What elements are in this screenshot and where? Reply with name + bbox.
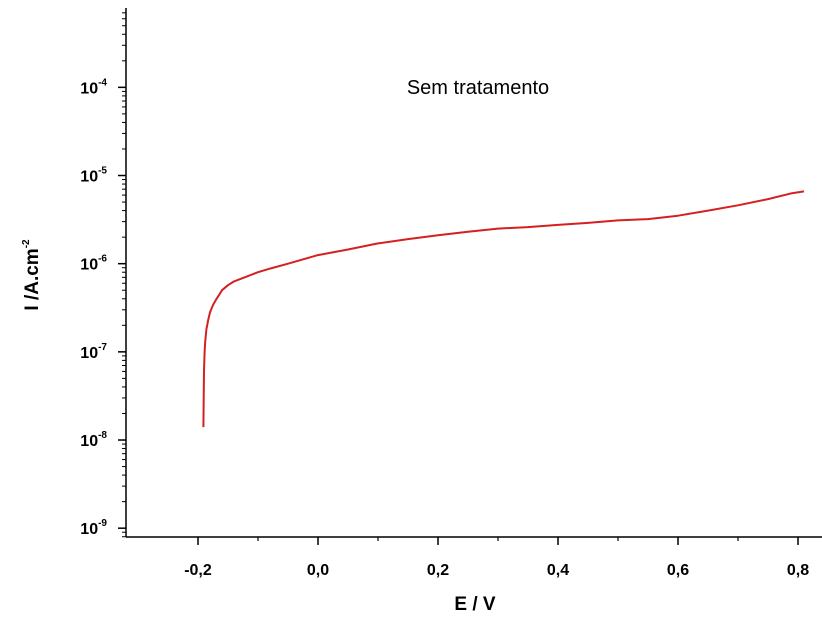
x-tick-label: 0,2: [427, 562, 449, 579]
y-tick-label: 10-9: [80, 518, 107, 538]
y-tick-label: 10-8: [80, 430, 107, 450]
y-tick-base: 10: [80, 80, 98, 97]
annotation-label: Sem tratamento: [407, 77, 549, 99]
y-axis-title-exp: -2: [21, 239, 32, 248]
y-axis-title: I /A.cm-2: [21, 239, 43, 311]
y-tick-base: 10: [80, 345, 98, 362]
y-tick-label: 10-5: [80, 166, 107, 186]
x-axis-title: E / V: [454, 594, 496, 615]
x-tick-label: 0,4: [547, 562, 569, 579]
y-tick-exp: -8: [98, 430, 107, 441]
y-tick-label: 10-6: [80, 254, 107, 274]
y-tick-label: 10-4: [80, 77, 107, 97]
y-tick-base: 10: [80, 169, 98, 186]
x-ticks: -0,2 0,0 0,2 0,4 0,6 0,8: [184, 537, 809, 579]
x-tick-label: 0,6: [667, 562, 689, 579]
y-ticks: 10-910-810-710-610-510-4: [80, 12, 126, 538]
y-axis-title-base: I /A.cm: [22, 248, 43, 310]
y-tick-exp: -6: [98, 254, 107, 265]
x-tick-label: -0,2: [184, 562, 212, 579]
y-tick-exp: -5: [98, 166, 107, 177]
y-tick-base: 10: [80, 521, 98, 538]
x-tick-label: 0,8: [787, 562, 809, 579]
x-tick-label: 0,0: [307, 562, 329, 579]
y-tick-base: 10: [80, 433, 98, 450]
y-tick-exp: -4: [98, 77, 107, 88]
y-tick-base: 10: [80, 257, 98, 274]
y-tick-exp: -9: [98, 518, 107, 529]
y-tick-label: 10-7: [80, 342, 107, 362]
y-tick-exp: -7: [98, 342, 107, 353]
series-line: [202, 190, 805, 428]
series-group: [202, 190, 805, 428]
